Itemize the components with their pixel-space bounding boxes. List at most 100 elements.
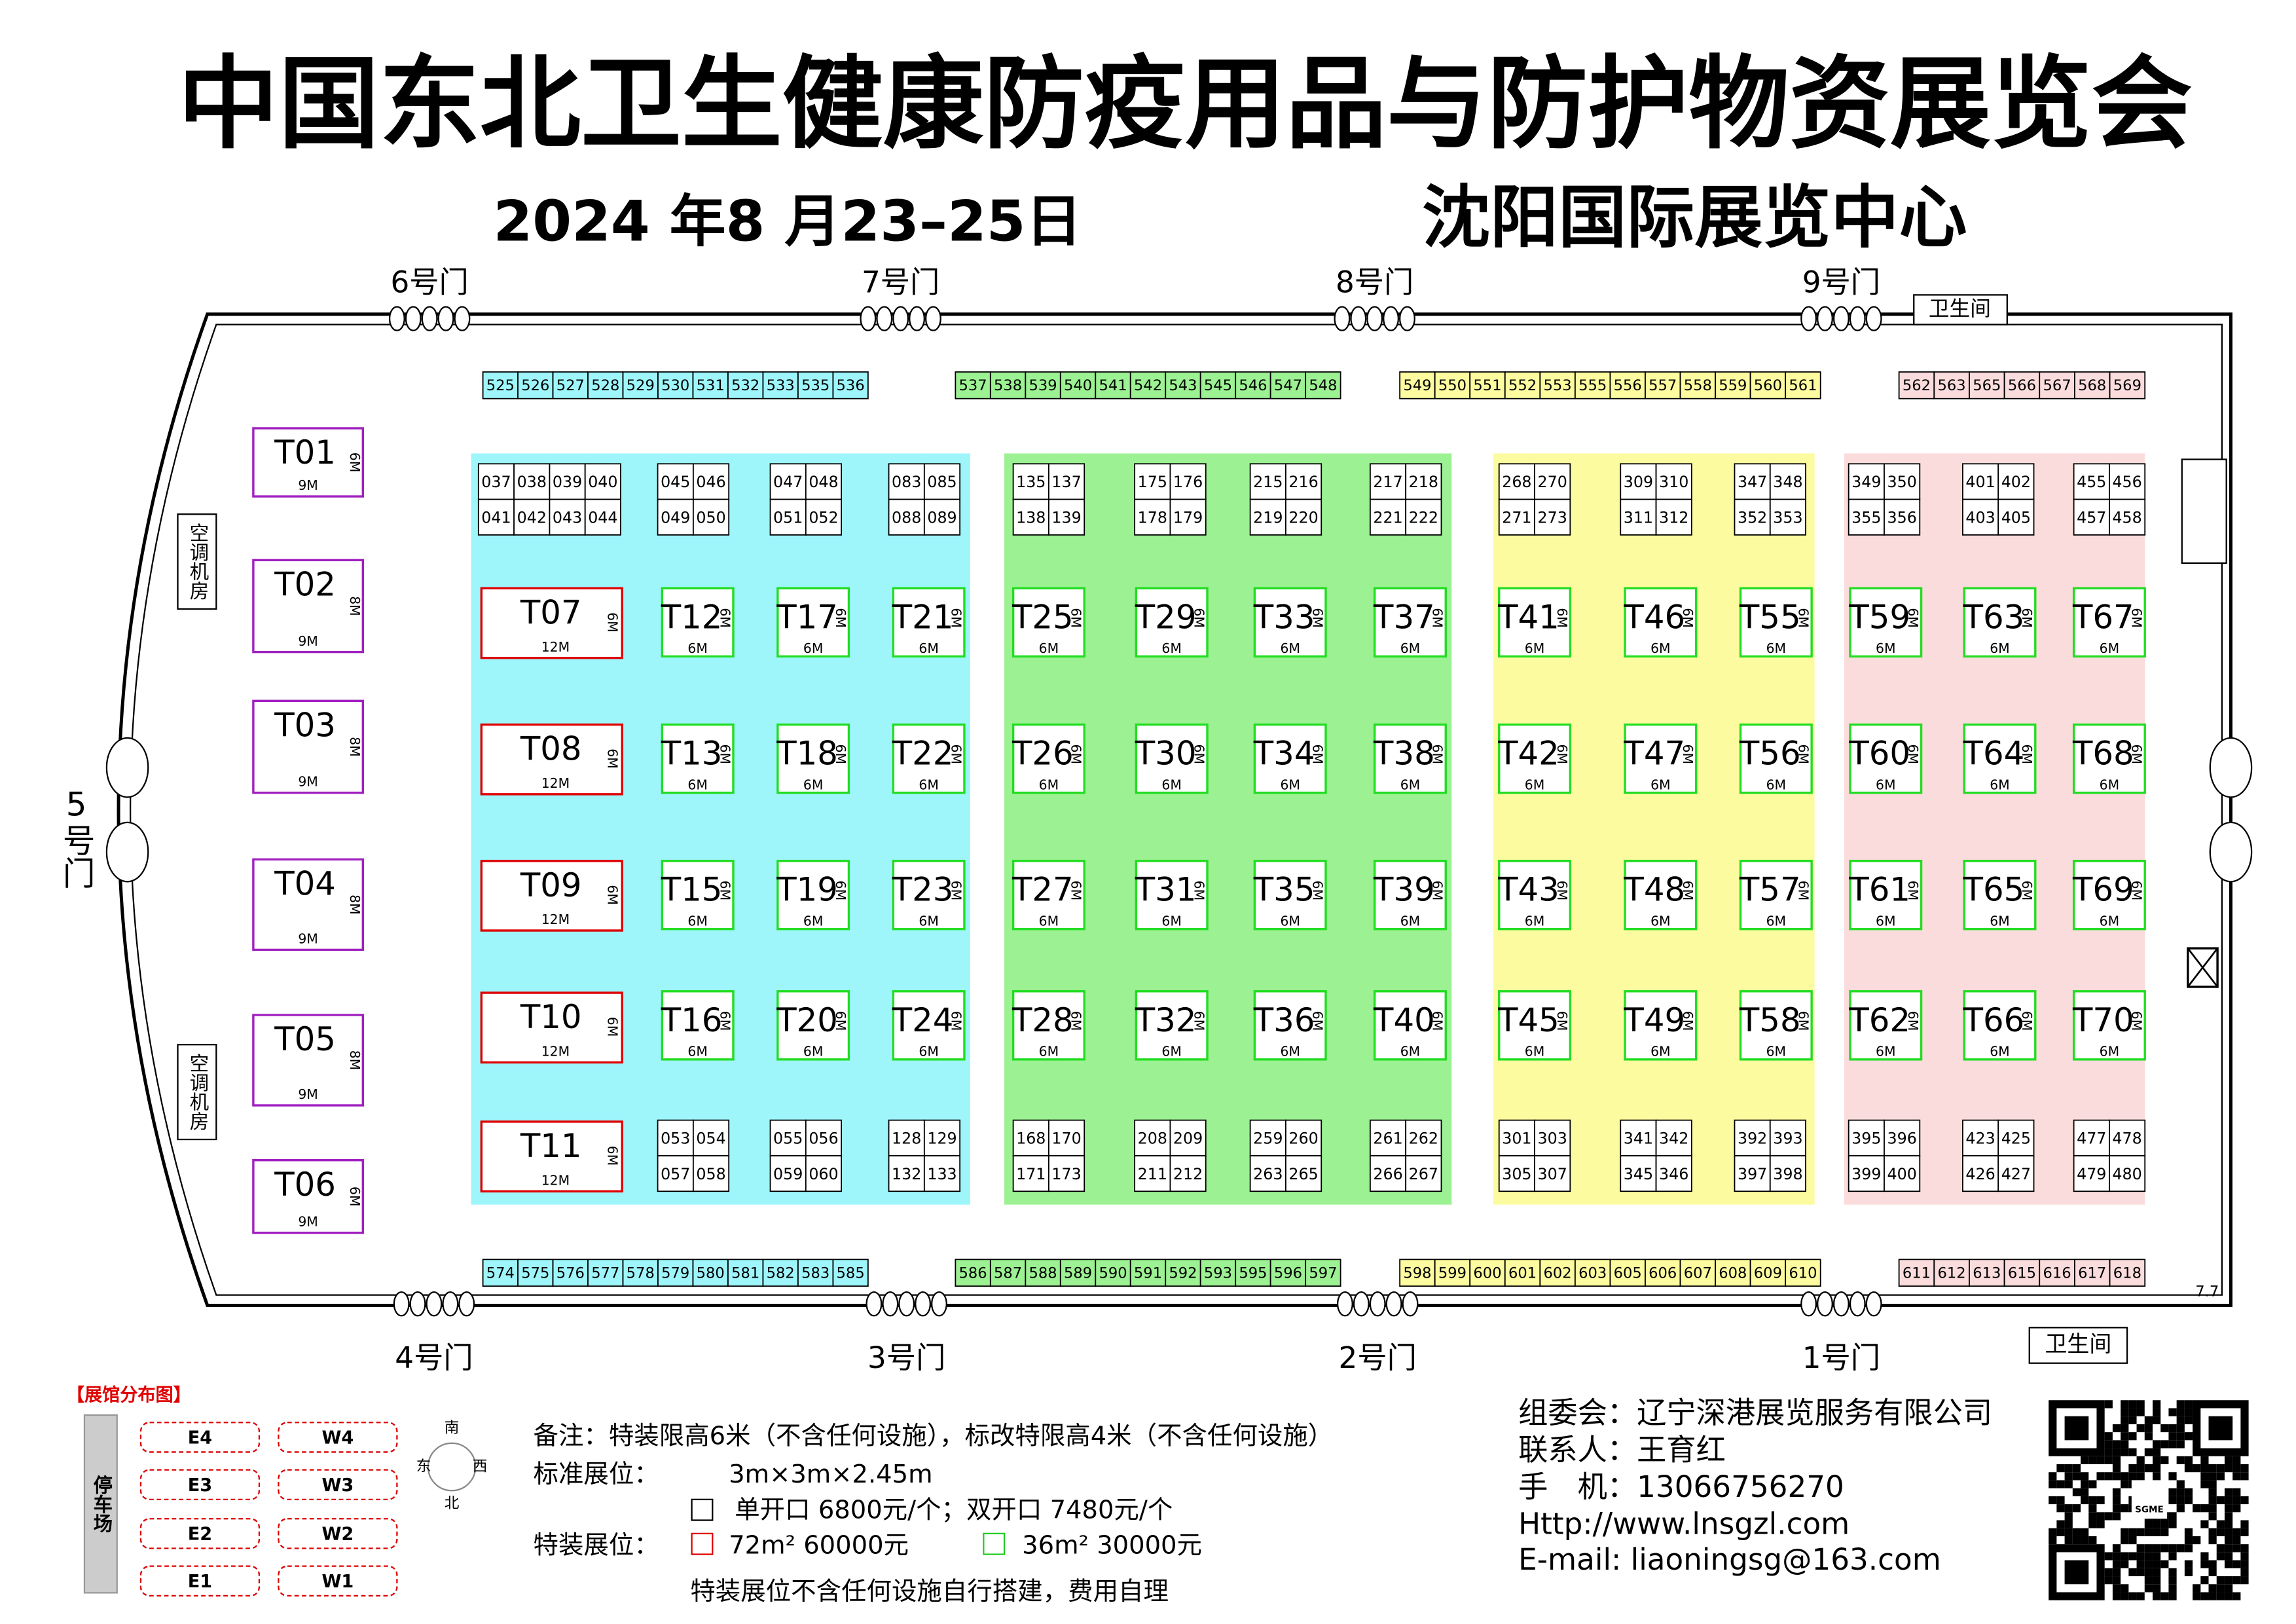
qr-module (2056, 1496, 2065, 1505)
booth-label: T63 (1963, 598, 2025, 636)
qr-module (2152, 1400, 2161, 1409)
qr-module (2224, 1592, 2233, 1600)
qr-module (2152, 1456, 2161, 1464)
compass-label: 东 (416, 1458, 431, 1475)
booth (769, 498, 807, 536)
parking-area (83, 1414, 118, 1594)
booth (1405, 463, 1442, 500)
note-text: 36m² 30000元 (1022, 1531, 1202, 1560)
booth (797, 1259, 834, 1287)
booth-label: T06 (274, 1166, 336, 1204)
booth-number: 089 (927, 509, 957, 527)
special-booth (1624, 587, 1698, 658)
booth-number: 303 (1538, 1130, 1567, 1148)
booth-number: 346 (1659, 1165, 1688, 1183)
special-booth (1963, 859, 2037, 931)
booth (727, 1259, 764, 1287)
qr-module (2064, 1536, 2073, 1545)
qr-module (2208, 1504, 2217, 1513)
qr-module (2208, 1568, 2217, 1577)
booth-number: 586 (959, 1264, 987, 1282)
door-symbol (1849, 306, 1866, 331)
booth (989, 1259, 1027, 1287)
booth-number: 548 (1309, 377, 1337, 394)
qr-module (2121, 1448, 2129, 1456)
booth (1655, 1155, 1692, 1192)
booth-size: 6M (1161, 913, 1182, 929)
qr-module (2184, 1464, 2193, 1473)
qr-module (2184, 1408, 2193, 1416)
hall-label: E1 (188, 1572, 212, 1592)
booth-number: 565 (1973, 377, 2001, 394)
booth-size: 6M (803, 913, 824, 929)
booth-number: 221 (1373, 509, 1402, 527)
booth (1048, 1155, 1085, 1192)
hall-box (278, 1518, 398, 1549)
booth-number: 531 (697, 377, 725, 394)
booth-size: 6M (1680, 608, 1696, 628)
booth-number: 551 (1473, 377, 1501, 394)
booth-size: 6M (803, 1044, 824, 1060)
booth-size: 6M (717, 1011, 733, 1031)
booth (1285, 1155, 1322, 1192)
door-symbol (442, 1291, 459, 1317)
booth-label: T34 (1253, 735, 1315, 773)
booth-label: T16 (661, 1001, 723, 1039)
booth-size: 6M (1309, 1011, 1325, 1031)
booth-size: 6M (347, 452, 363, 473)
booth-size: 6M (1876, 640, 1896, 656)
booth (2109, 1155, 2146, 1192)
booth-number: 566 (2008, 377, 2036, 394)
booth (1655, 463, 1692, 500)
booth-number: 550 (1438, 377, 1467, 394)
booth-number: 568 (2078, 377, 2106, 394)
qr-module (2104, 1552, 2113, 1560)
qr-module (2168, 1576, 2177, 1585)
qr-module (2136, 1424, 2145, 1433)
qr-module (2168, 1488, 2177, 1496)
booth-number: 045 (661, 473, 690, 491)
hall-label: W4 (321, 1428, 354, 1449)
booth-label: T58 (1739, 1001, 1801, 1039)
special-booth (480, 991, 623, 1064)
booth-label: T23 (892, 871, 954, 909)
booth-number: 525 (486, 377, 515, 394)
qr-module (2081, 1528, 2089, 1536)
booth-size: 6M (1068, 1011, 1084, 1031)
qr-module (2128, 1528, 2137, 1536)
booth-size: 6M (1191, 608, 1207, 628)
booth-number: 347 (1738, 473, 1767, 491)
booth-label: T57 (1739, 871, 1801, 909)
booth-number: 596 (1274, 1264, 1302, 1282)
compass-label: 南 (445, 1420, 460, 1437)
booth-size: 6M (919, 777, 939, 792)
booth (1655, 498, 1692, 536)
booth-size: 6M (717, 744, 733, 764)
qr-module (2232, 1488, 2241, 1496)
booth-number: 305 (1502, 1165, 1531, 1183)
qr-module (2200, 1472, 2209, 1481)
booth-number: 128 (892, 1130, 921, 1148)
booth-label: T40 (1373, 1001, 1435, 1039)
qr-module (2184, 1528, 2193, 1536)
door-symbol (1350, 306, 1367, 331)
booth-number: 590 (1099, 1264, 1127, 1282)
booth-number: 569 (2113, 377, 2141, 394)
booth-size: 8M (347, 1050, 363, 1071)
booth-number: 088 (892, 509, 921, 527)
booth-number: 545 (1204, 377, 1232, 394)
door-symbol (1353, 1291, 1370, 1317)
booth-number: 173 (1051, 1165, 1081, 1183)
qr-module (2152, 1560, 2161, 1568)
qr-module (2121, 1584, 2129, 1593)
qr-module (2176, 1432, 2185, 1441)
booth-label: T60 (1848, 735, 1910, 773)
booth-size: 6M (1650, 777, 1671, 792)
special-booth (1498, 587, 1572, 658)
qr-module (2112, 1464, 2121, 1473)
qr-module (2144, 1552, 2153, 1560)
qr-module (2216, 1472, 2225, 1481)
booth-size: 6M (347, 1187, 363, 1207)
booth-number: 349 (1851, 473, 1881, 491)
special-booth (1011, 859, 1085, 931)
